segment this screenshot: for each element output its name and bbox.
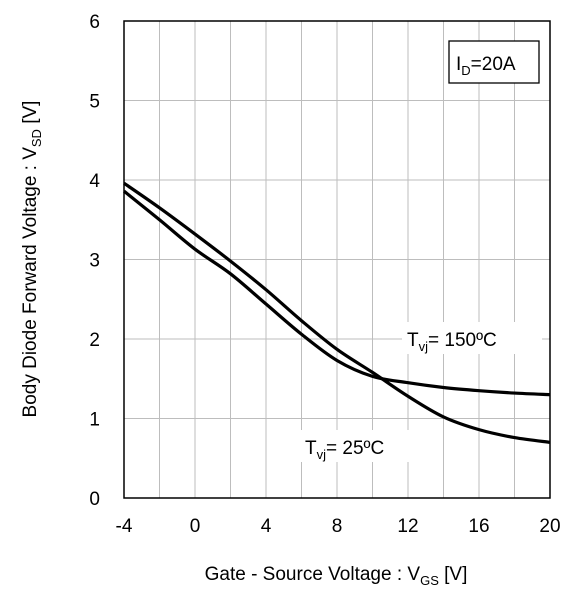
plot-frame (123, 20, 551, 499)
data-curves (122, 181, 551, 444)
y-tick-label: 3 (89, 251, 100, 272)
y-tick-label: 2 (89, 330, 100, 351)
condition-label: ID=20A (456, 54, 516, 78)
x-tick-label: 8 (332, 516, 343, 537)
x-tick-label: 0 (190, 516, 201, 537)
x-tick-label: 4 (261, 516, 272, 537)
condition-box: ID=20A (448, 40, 540, 84)
series-label-25: Tvj= 25ºC (300, 430, 420, 462)
y-tick-label: 4 (89, 171, 100, 192)
svg-text:Tvj= 25ºC: Tvj= 25ºC (305, 438, 384, 462)
curve-tvj-25c (123, 181, 551, 444)
x-tick-label: 20 (539, 516, 560, 537)
series-label-150: Tvj= 150ºC (402, 322, 542, 354)
curve-tvj-150c (122, 189, 551, 397)
x-axis-label: Gate - Source Voltage : VGS [V] (205, 564, 468, 588)
x-tick-labels: -4 0 4 8 12 16 20 (116, 516, 561, 537)
y-tick-label: 1 (89, 410, 100, 431)
svg-text:Tvj= 150ºC: Tvj= 150ºC (407, 330, 497, 354)
y-axis-label: Body Diode Forward Voltage : VSD [V] (20, 101, 44, 418)
x-tick-label: -4 (116, 516, 133, 537)
y-tick-label: 0 (89, 489, 100, 510)
y-tick-labels: 0 1 2 3 4 5 6 (89, 12, 100, 510)
x-tick-label: 16 (468, 516, 489, 537)
y-tick-label: 5 (89, 92, 100, 113)
x-tick-label: 12 (397, 516, 418, 537)
grid-lines (124, 21, 550, 498)
y-tick-label: 6 (89, 12, 100, 33)
